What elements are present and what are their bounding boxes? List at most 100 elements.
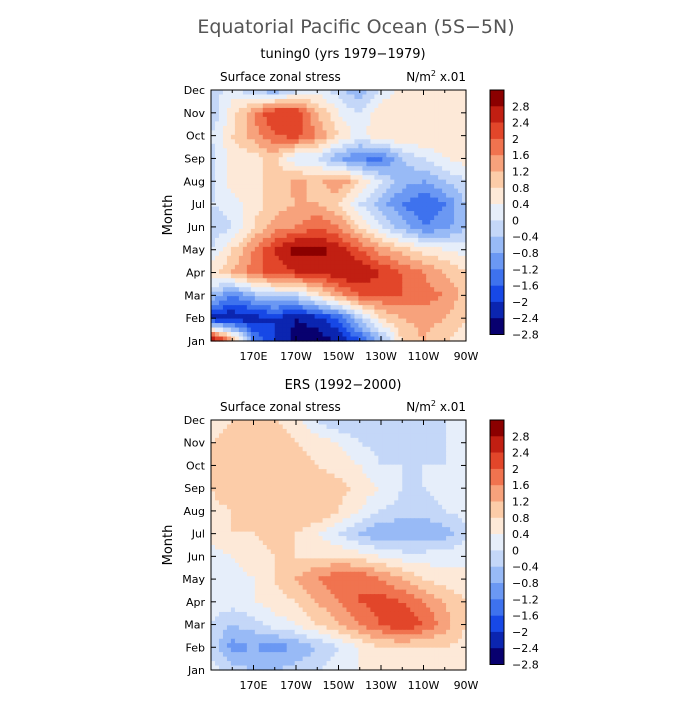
heatmap-cell xyxy=(382,469,387,474)
heatmap-cell xyxy=(446,487,451,492)
heatmap-cell xyxy=(350,296,355,301)
heatmap-cell xyxy=(422,229,427,234)
heatmap-cell xyxy=(350,242,355,247)
heatmap-cell xyxy=(374,171,379,176)
heatmap-cell xyxy=(458,238,463,243)
heatmap-cell xyxy=(442,496,447,501)
heatmap-cell xyxy=(335,292,340,297)
heatmap-cell xyxy=(327,94,332,99)
heatmap-cell xyxy=(386,242,391,247)
heatmap-cell xyxy=(358,193,363,198)
heatmap-cell xyxy=(219,474,224,479)
heatmap-cell xyxy=(219,500,224,505)
heatmap-cell xyxy=(255,265,260,270)
heatmap-cell xyxy=(434,451,439,456)
heatmap-cell xyxy=(227,265,232,270)
heatmap-cell xyxy=(227,491,232,496)
heatmap-cell xyxy=(263,509,268,514)
heatmap-cell xyxy=(354,238,359,243)
heatmap-cell xyxy=(386,175,391,180)
heatmap-cell xyxy=(299,278,304,283)
heatmap-cell xyxy=(350,184,355,189)
heatmap-cell xyxy=(434,287,439,292)
heatmap-cell xyxy=(271,256,276,261)
heatmap-cell xyxy=(235,296,240,301)
heatmap-cell xyxy=(243,207,248,212)
heatmap-cell xyxy=(430,496,435,501)
heatmap-cell xyxy=(382,420,387,425)
heatmap-cell xyxy=(342,483,347,488)
heatmap-cell xyxy=(239,247,244,252)
heatmap-cell xyxy=(362,474,367,479)
heatmap-cell xyxy=(263,94,268,99)
heatmap-cell xyxy=(275,469,280,474)
heatmap-cell xyxy=(327,310,332,315)
heatmap-cell xyxy=(406,328,411,333)
heatmap-cell xyxy=(358,238,363,243)
heatmap-cell xyxy=(295,220,300,225)
heatmap-cell xyxy=(458,420,463,425)
heatmap-cell xyxy=(446,451,451,456)
heatmap-cell xyxy=(394,108,399,113)
heatmap-cell xyxy=(342,220,347,225)
heatmap-cell xyxy=(291,198,296,203)
heatmap-cell xyxy=(354,332,359,337)
heatmap-cell xyxy=(366,442,371,447)
heatmap-cell xyxy=(354,420,359,425)
heatmap-cell xyxy=(450,238,455,243)
heatmap-cell xyxy=(227,166,232,171)
heatmap-cell xyxy=(219,130,224,135)
heatmap-cell xyxy=(354,148,359,153)
heatmap-cell xyxy=(378,474,383,479)
heatmap-cell xyxy=(350,424,355,429)
colorbar-tick-label: 0 xyxy=(512,214,519,227)
heatmap-cell xyxy=(382,478,387,483)
heatmap-cell xyxy=(275,189,280,194)
heatmap-cell xyxy=(331,469,336,474)
heatmap-cell xyxy=(430,278,435,283)
heatmap-cell xyxy=(231,242,236,247)
heatmap-cell xyxy=(426,189,431,194)
heatmap-cell xyxy=(362,323,367,328)
heatmap-cell xyxy=(402,456,407,461)
heatmap-cell xyxy=(279,465,284,470)
heatmap-cell xyxy=(354,505,359,510)
heatmap-cell xyxy=(215,332,220,337)
heatmap-cell xyxy=(219,491,224,496)
heatmap-cell xyxy=(426,184,431,189)
heatmap-cell xyxy=(350,175,355,180)
panel-bottom-units-label: N/m2 x.01 xyxy=(406,399,466,414)
heatmap-cell xyxy=(394,130,399,135)
heatmap-cell xyxy=(342,99,347,104)
heatmap-cell xyxy=(271,198,276,203)
heatmap-cell xyxy=(426,224,431,229)
heatmap-cell xyxy=(227,224,232,229)
heatmap-cell xyxy=(251,180,256,185)
heatmap-cell xyxy=(267,193,272,198)
heatmap-cell xyxy=(434,121,439,126)
heatmap-cell xyxy=(335,184,340,189)
heatmap-cell xyxy=(267,429,272,434)
heatmap-cell xyxy=(414,478,419,483)
heatmap-cell xyxy=(231,193,236,198)
heatmap-cell xyxy=(331,139,336,144)
heatmap-cell xyxy=(315,180,320,185)
heatmap-cell xyxy=(414,500,419,505)
heatmap-cell xyxy=(223,99,228,104)
heatmap-cell xyxy=(231,301,236,306)
heatmap-cell xyxy=(279,420,284,425)
heatmap-cell xyxy=(434,505,439,510)
heatmap-cell xyxy=(346,287,351,292)
heatmap-cell xyxy=(231,429,236,434)
heatmap-cell xyxy=(410,265,415,270)
heatmap-cell xyxy=(390,166,395,171)
heatmap-cell xyxy=(231,130,236,135)
heatmap-cell xyxy=(279,314,284,319)
heatmap-cell xyxy=(346,328,351,333)
heatmap-cell xyxy=(239,500,244,505)
heatmap-cell xyxy=(263,135,268,140)
heatmap-cell xyxy=(339,260,344,265)
heatmap-cell xyxy=(243,121,248,126)
heatmap-cell xyxy=(354,296,359,301)
heatmap-cell xyxy=(279,175,284,180)
